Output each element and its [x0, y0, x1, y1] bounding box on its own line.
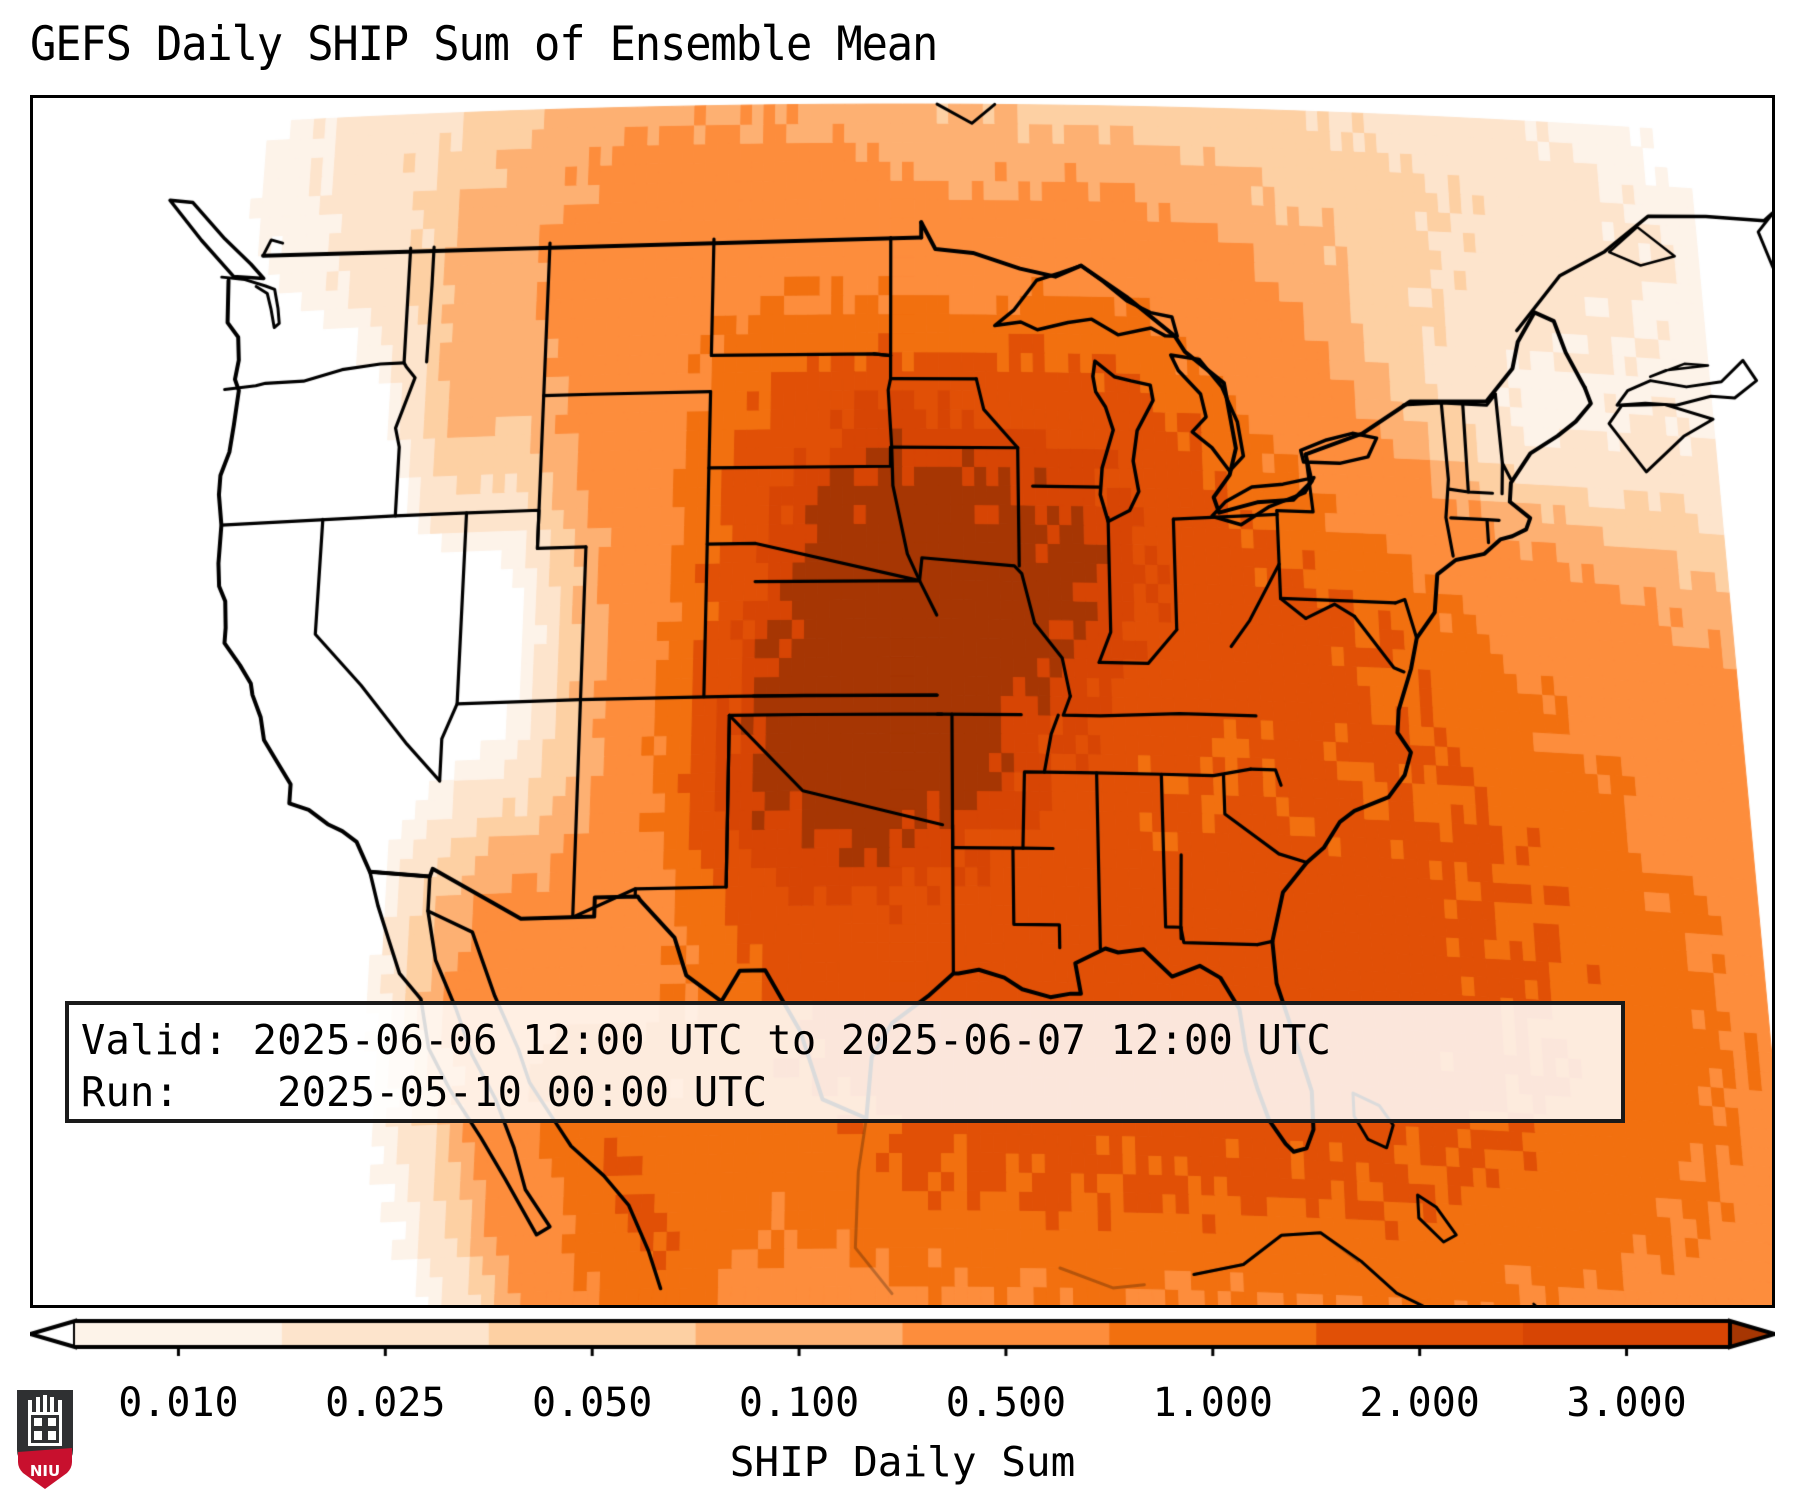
run-time-line: Run: 2025-05-10 00:00 UTC: [81, 1068, 768, 1116]
colorbar-tick-4: 0.500: [945, 1380, 1067, 1426]
valid-time-line: Valid: 2025-06-06 12:00 UTC to 2025-06-0…: [81, 1016, 1332, 1064]
map-plot-area: Valid: 2025-06-06 12:00 UTC to 2025-06-0…: [30, 95, 1775, 1308]
colorbar: [30, 1317, 1775, 1357]
page-title: GEFS Daily SHIP Sum of Ensemble Mean: [30, 17, 938, 72]
colorbar-axis-label: SHIP Daily Sum: [729, 1438, 1076, 1486]
colorbar-gradient: [30, 1317, 1775, 1357]
colorbar-tick-3: 0.100: [738, 1380, 860, 1426]
colorbar-tick-1: 0.025: [325, 1380, 446, 1426]
colorbar-tick-2: 0.050: [531, 1380, 653, 1426]
forecast-info-box: Valid: 2025-06-06 12:00 UTC to 2025-06-0…: [65, 1001, 1625, 1123]
colorbar-tick-5: 1.000: [1152, 1380, 1274, 1426]
colorbar-tick-6: 2.000: [1359, 1380, 1480, 1426]
colorbar-tick-labels: 0.010 0.025 0.050 0.100 0.500 1.000 2.000 3.000: [30, 1380, 1775, 1426]
niu-logo: NIU: [17, 1390, 73, 1489]
ship-heatmap-canvas: [33, 98, 1772, 1305]
colorbar-tick-0: 0.010: [118, 1380, 239, 1426]
niu-logo-text: NIU: [30, 1462, 60, 1480]
colorbar-tick-7: 3.000: [1566, 1380, 1687, 1426]
niu-red-banner: [18, 1448, 72, 1489]
niu-tower-icon: [28, 1395, 62, 1446]
